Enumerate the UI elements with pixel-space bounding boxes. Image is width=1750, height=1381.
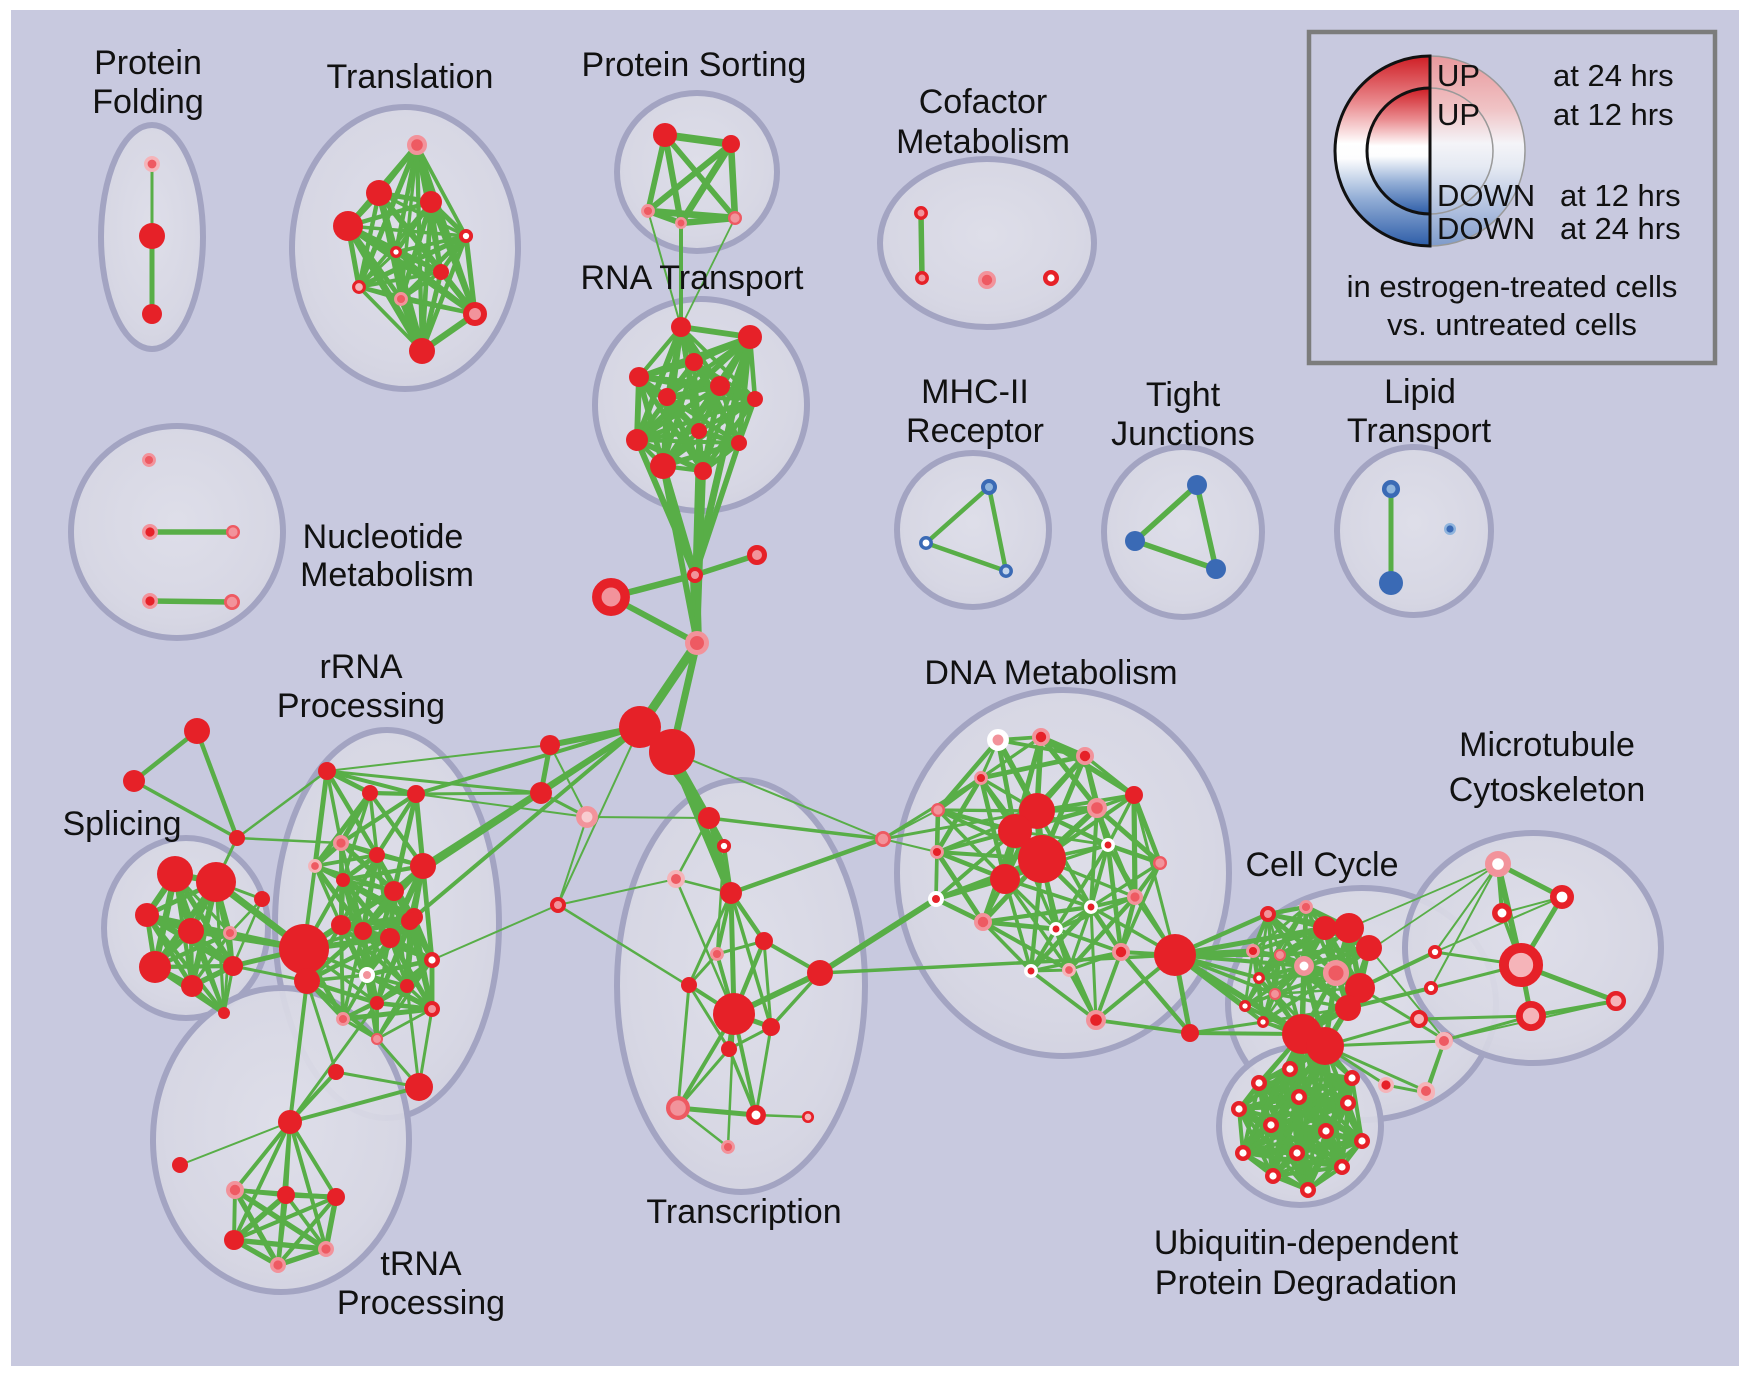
svg-text:tRNA: tRNA <box>380 1245 462 1283</box>
svg-text:Cofactor: Cofactor <box>919 83 1048 121</box>
svg-text:RNA Transport: RNA Transport <box>581 259 805 297</box>
svg-text:at 24 hrs: at 24 hrs <box>1560 211 1681 246</box>
svg-text:Cell Cycle: Cell Cycle <box>1245 846 1398 884</box>
svg-text:rRNA: rRNA <box>319 648 402 686</box>
svg-text:DOWN: DOWN <box>1437 178 1535 213</box>
svg-text:Microtubule: Microtubule <box>1459 726 1635 764</box>
svg-text:Ubiquitin-dependent: Ubiquitin-dependent <box>1154 1224 1459 1262</box>
svg-text:Junctions: Junctions <box>1111 415 1255 453</box>
svg-text:DOWN: DOWN <box>1437 211 1535 246</box>
svg-text:Receptor: Receptor <box>906 412 1044 450</box>
svg-text:Translation: Translation <box>327 58 494 96</box>
svg-text:UP: UP <box>1437 58 1480 93</box>
svg-text:MHC-II: MHC-II <box>921 373 1029 411</box>
svg-text:at 24 hrs: at 24 hrs <box>1553 58 1674 93</box>
svg-text:at 12 hrs: at 12 hrs <box>1553 97 1674 132</box>
svg-text:UP: UP <box>1437 97 1480 132</box>
svg-text:in estrogen-treated cells: in estrogen-treated cells <box>1347 269 1678 304</box>
svg-text:vs. untreated cells: vs. untreated cells <box>1387 307 1637 342</box>
svg-text:Protein: Protein <box>94 44 202 82</box>
svg-text:Protein Degradation: Protein Degradation <box>1155 1264 1457 1302</box>
svg-text:Folding: Folding <box>92 83 204 121</box>
svg-text:Tight: Tight <box>1146 376 1221 414</box>
svg-text:Processing: Processing <box>337 1284 505 1322</box>
svg-text:Lipid: Lipid <box>1384 373 1456 411</box>
svg-text:Transport: Transport <box>1347 412 1492 450</box>
svg-text:Processing: Processing <box>277 687 445 725</box>
svg-text:Transcription: Transcription <box>646 1193 841 1231</box>
svg-text:Splicing: Splicing <box>62 805 181 843</box>
svg-text:at 12 hrs: at 12 hrs <box>1560 178 1681 213</box>
svg-text:Metabolism: Metabolism <box>300 556 474 594</box>
svg-text:Protein Sorting: Protein Sorting <box>582 46 807 84</box>
svg-text:Metabolism: Metabolism <box>896 123 1070 161</box>
svg-text:Nucleotide: Nucleotide <box>303 518 464 556</box>
svg-text:Cytoskeleton: Cytoskeleton <box>1449 771 1646 809</box>
svg-text:DNA Metabolism: DNA Metabolism <box>924 654 1177 692</box>
